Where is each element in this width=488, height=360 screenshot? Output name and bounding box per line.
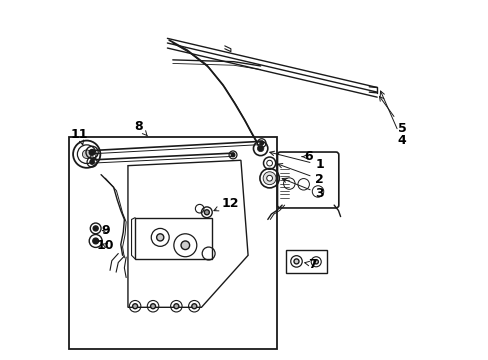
Circle shape [266, 175, 272, 181]
Text: 4: 4 [380, 91, 406, 147]
Circle shape [82, 150, 91, 158]
Circle shape [156, 234, 163, 241]
Text: 1: 1 [269, 151, 324, 171]
Circle shape [263, 172, 276, 185]
Text: 2: 2 [277, 163, 324, 186]
Bar [135, 218, 212, 259]
Text: 12: 12 [214, 197, 239, 211]
Text: 6: 6 [301, 150, 313, 163]
Circle shape [93, 238, 99, 244]
Bar [285, 250, 326, 273]
Circle shape [313, 260, 318, 264]
Circle shape [257, 145, 264, 152]
Text: 3: 3 [282, 178, 324, 200]
Circle shape [181, 241, 189, 249]
Circle shape [231, 153, 234, 157]
Text: 8: 8 [134, 120, 147, 136]
Bar [69, 137, 276, 348]
Circle shape [132, 304, 137, 309]
Circle shape [191, 304, 196, 309]
Circle shape [260, 141, 263, 145]
Circle shape [93, 226, 98, 231]
Text: 11: 11 [71, 127, 88, 145]
Text: 9: 9 [101, 224, 110, 238]
Text: 7: 7 [304, 258, 316, 271]
Circle shape [293, 259, 298, 264]
Circle shape [150, 304, 155, 309]
Circle shape [89, 149, 95, 155]
Text: 10: 10 [97, 239, 114, 252]
Circle shape [204, 210, 209, 215]
Text: 5: 5 [379, 96, 406, 135]
Circle shape [174, 304, 179, 309]
Circle shape [90, 160, 94, 164]
